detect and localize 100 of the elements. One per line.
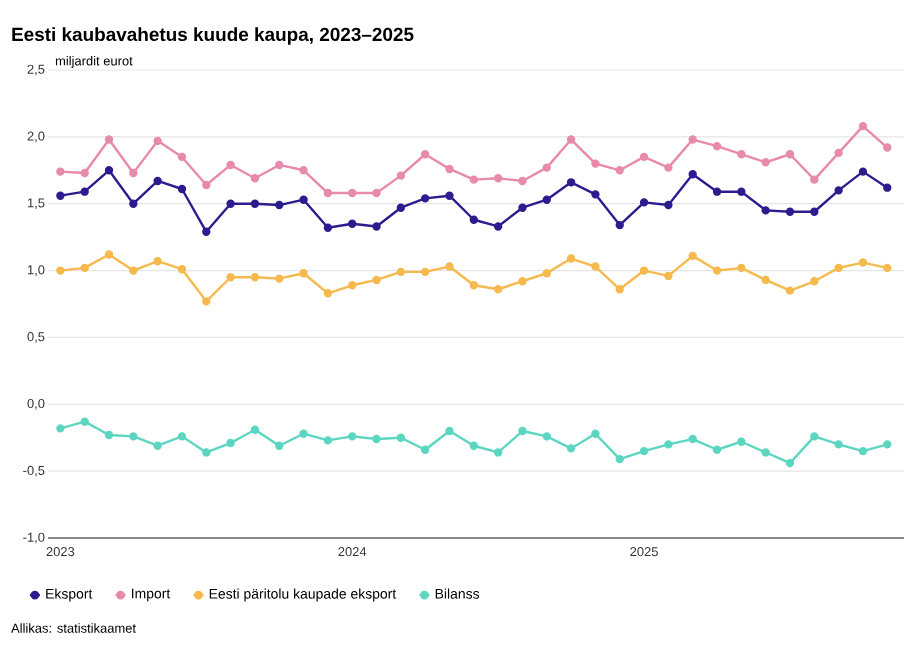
point xyxy=(129,266,138,275)
point xyxy=(250,425,260,434)
point xyxy=(688,170,697,179)
point xyxy=(688,434,697,444)
point xyxy=(396,203,406,212)
point xyxy=(250,273,260,282)
point xyxy=(420,267,430,277)
point xyxy=(469,215,479,224)
point xyxy=(810,277,819,286)
point xyxy=(469,441,479,450)
point xyxy=(275,274,284,283)
point xyxy=(56,424,65,433)
point xyxy=(639,152,649,162)
point xyxy=(177,265,187,274)
point xyxy=(250,174,260,183)
point xyxy=(493,285,503,294)
point xyxy=(883,263,892,273)
point xyxy=(372,222,381,231)
point xyxy=(542,432,551,441)
point xyxy=(493,174,503,183)
point xyxy=(372,434,381,444)
point xyxy=(202,227,211,236)
point xyxy=(615,220,624,230)
point xyxy=(299,195,308,204)
point xyxy=(737,150,746,159)
point xyxy=(56,191,65,200)
point xyxy=(469,281,479,290)
point xyxy=(518,203,527,212)
point xyxy=(396,171,406,180)
point xyxy=(56,266,65,275)
point xyxy=(153,257,162,266)
point xyxy=(615,285,624,294)
point xyxy=(80,168,89,178)
point xyxy=(810,207,819,216)
point xyxy=(153,441,162,450)
point xyxy=(566,135,576,144)
point xyxy=(299,429,308,438)
point xyxy=(566,178,576,187)
point xyxy=(858,167,868,176)
point xyxy=(445,426,454,436)
point xyxy=(883,143,892,152)
point xyxy=(566,254,576,263)
point xyxy=(712,266,722,275)
point xyxy=(761,206,770,215)
point xyxy=(323,188,333,198)
point xyxy=(202,448,211,457)
point xyxy=(323,289,333,298)
point xyxy=(591,262,600,271)
point xyxy=(785,207,795,216)
chart-title: Eesti kaubavahetus kuude kaupa, 2023–2025 xyxy=(12,27,414,45)
point xyxy=(858,121,868,131)
point xyxy=(275,160,284,170)
point xyxy=(104,250,114,259)
point xyxy=(372,275,381,285)
point xyxy=(445,262,454,271)
point xyxy=(80,187,89,196)
point xyxy=(80,417,89,426)
point xyxy=(129,199,138,208)
point xyxy=(712,445,722,454)
point xyxy=(275,200,284,210)
point xyxy=(56,167,65,176)
point xyxy=(348,281,357,290)
point xyxy=(883,183,892,192)
point xyxy=(591,159,600,168)
point xyxy=(591,190,600,199)
point xyxy=(664,440,673,449)
point xyxy=(542,269,551,278)
point xyxy=(226,160,235,170)
point xyxy=(275,441,284,450)
point xyxy=(80,263,89,273)
point xyxy=(737,187,746,196)
point xyxy=(615,454,624,464)
point xyxy=(348,432,357,441)
point xyxy=(785,150,795,159)
point xyxy=(153,176,162,186)
point xyxy=(883,440,892,449)
point xyxy=(420,150,430,159)
point xyxy=(810,432,819,441)
point xyxy=(761,158,770,167)
point xyxy=(785,286,795,295)
point xyxy=(639,266,649,275)
point xyxy=(834,440,843,449)
point xyxy=(664,163,673,172)
point xyxy=(518,176,527,186)
point xyxy=(420,445,430,454)
point xyxy=(299,269,308,278)
point xyxy=(348,188,357,198)
point xyxy=(202,297,211,306)
point xyxy=(129,432,138,441)
point xyxy=(226,199,235,208)
point xyxy=(177,152,187,162)
point xyxy=(153,136,162,146)
point xyxy=(177,432,187,441)
point xyxy=(202,180,211,190)
point xyxy=(664,271,673,281)
point xyxy=(712,142,722,151)
point xyxy=(737,263,746,273)
point xyxy=(737,437,746,446)
point xyxy=(493,448,503,457)
point xyxy=(445,164,454,174)
